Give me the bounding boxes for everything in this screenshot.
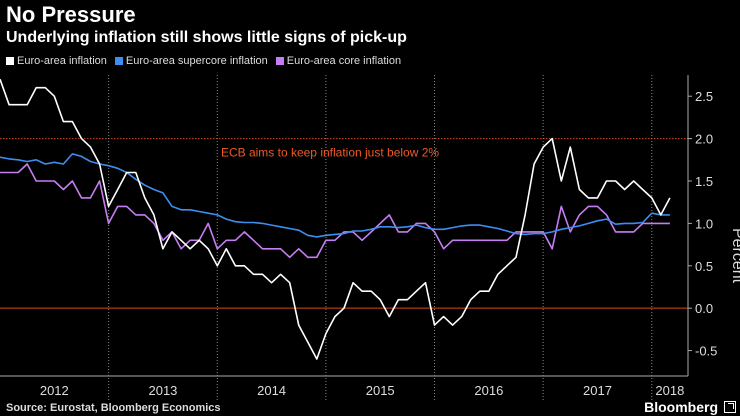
series-line-0 bbox=[0, 78, 671, 360]
legend-label-supercore: Euro-area supercore inflation bbox=[125, 55, 268, 67]
series-line-1 bbox=[0, 153, 670, 238]
y-tick-label-2: 1.5 bbox=[695, 174, 713, 189]
source-note: Source: Eurostat, Bloomberg Economics bbox=[6, 402, 221, 414]
y-tick-label-0: 2.5 bbox=[695, 89, 713, 104]
x-tick-label-2013: 2013 bbox=[148, 383, 177, 398]
x-tick-label-2018: 2018 bbox=[655, 383, 684, 398]
chart-subtitle: Underlying inflation still shows little … bbox=[6, 29, 407, 46]
expand-icon bbox=[724, 401, 736, 413]
legend-item-supercore: Euro-area supercore inflation bbox=[114, 55, 268, 67]
y-tick-label-3: 1.0 bbox=[695, 216, 713, 231]
legend-swatch-core bbox=[275, 57, 284, 65]
legend-swatch-supercore bbox=[114, 57, 123, 65]
y-tick-label-1: 2.0 bbox=[695, 132, 713, 147]
y-tick-label-5: 0.0 bbox=[695, 301, 713, 316]
series-line-2 bbox=[0, 163, 670, 259]
x-tick-label-2016: 2016 bbox=[474, 383, 503, 398]
x-tick-label-2012: 2012 bbox=[40, 383, 69, 398]
legend-item-core: Euro-area core inflation bbox=[275, 55, 402, 67]
legend-swatch-headline bbox=[6, 57, 14, 65]
annotation-target: ECB aims to keep inflation just below 2% bbox=[221, 146, 439, 160]
y-tick-label-6: -0.5 bbox=[695, 344, 717, 359]
x-tick-label-2015: 2015 bbox=[366, 383, 395, 398]
x-tick-label-2017: 2017 bbox=[583, 383, 612, 398]
legend-item-headline: Euro-area inflation bbox=[6, 55, 107, 67]
y-tick-label-4: 0.5 bbox=[695, 259, 713, 274]
brand-logo: Bloomberg bbox=[644, 399, 718, 415]
x-tick-label-2014: 2014 bbox=[257, 383, 286, 398]
legend: Euro-area inflation Euro-area supercore … bbox=[6, 55, 401, 67]
chart-title: No Pressure bbox=[6, 2, 136, 27]
y-axis-label: Percent bbox=[729, 228, 740, 284]
legend-label-headline: Euro-area inflation bbox=[17, 55, 107, 67]
legend-label-core: Euro-area core inflation bbox=[286, 55, 402, 67]
